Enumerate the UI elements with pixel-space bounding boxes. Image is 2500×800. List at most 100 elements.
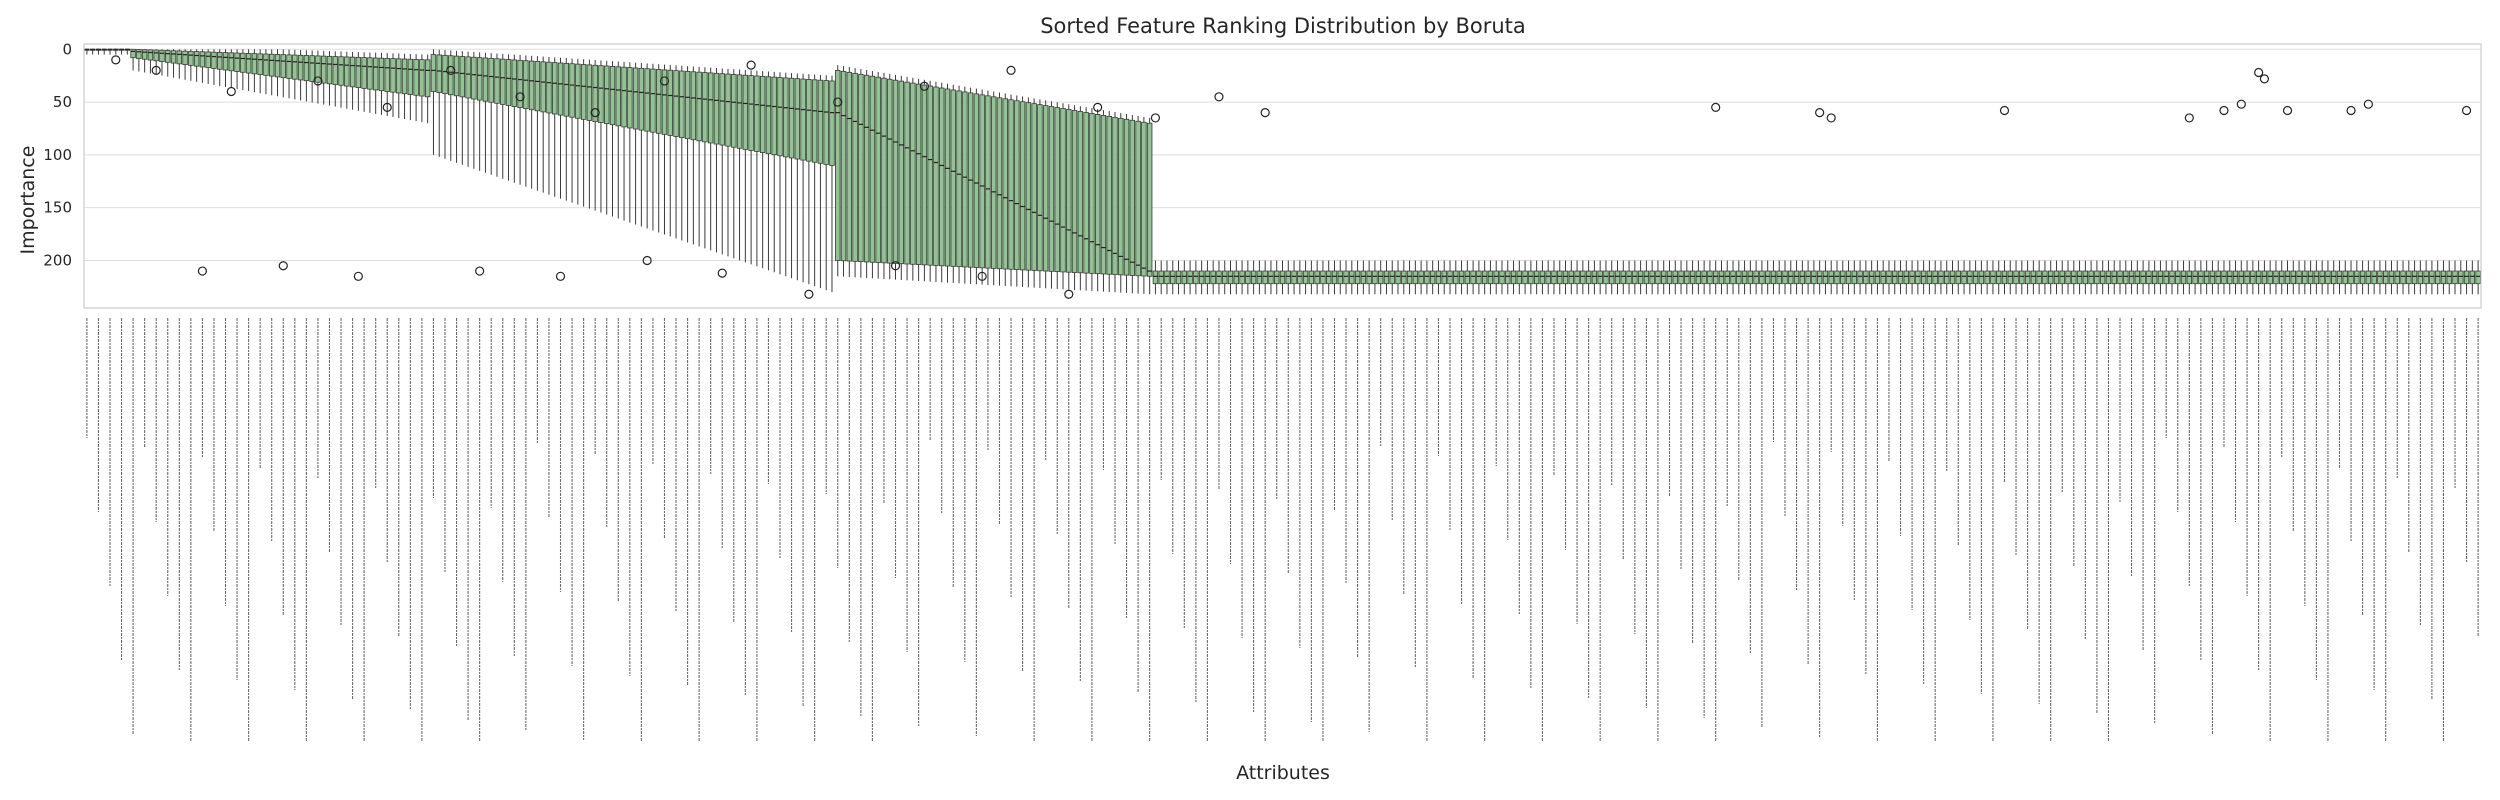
box: [575, 63, 581, 119]
box: [725, 73, 731, 147]
box: [1470, 270, 1476, 285]
box: [1510, 270, 1517, 285]
box: [1395, 270, 1401, 285]
box: [2076, 270, 2083, 285]
box: [1632, 270, 1638, 285]
box: [2469, 270, 2476, 285]
box: [546, 61, 552, 114]
box: [2209, 270, 2216, 285]
box: [1886, 270, 1892, 285]
box: [933, 86, 939, 266]
box: [1574, 270, 1580, 285]
box: [1435, 270, 1442, 285]
box: [419, 59, 425, 97]
box: [2123, 270, 2129, 285]
box: [615, 66, 621, 127]
box: [1568, 270, 1575, 285]
box: [2406, 270, 2412, 285]
box: [950, 89, 956, 267]
box: [1828, 270, 1834, 285]
outlier-point: [515, 92, 525, 102]
box: [540, 61, 546, 113]
box: [245, 53, 252, 74]
box: [436, 54, 442, 93]
box: [1580, 270, 1586, 285]
box: [2007, 270, 2013, 285]
box: [442, 54, 448, 95]
box: [309, 55, 315, 82]
box: [2192, 270, 2198, 285]
box: [1210, 270, 1216, 285]
box: [858, 73, 864, 263]
box: [1805, 270, 1811, 285]
box: [1689, 270, 1696, 285]
box: [2146, 270, 2152, 285]
box: [1129, 119, 1136, 276]
box: [1978, 270, 1985, 285]
box: [1487, 270, 1494, 285]
outlier-point: [197, 266, 208, 276]
outlier-point: [1815, 108, 1825, 118]
outlier-point: [746, 60, 756, 70]
box: [1840, 270, 1846, 285]
box: [910, 82, 916, 265]
box: [1389, 270, 1395, 285]
box: [973, 93, 980, 268]
box: [1505, 270, 1511, 285]
box: [1557, 270, 1563, 285]
box: [269, 53, 275, 77]
box: [2319, 270, 2325, 285]
outlier-point: [717, 268, 727, 278]
box: [811, 79, 818, 163]
box: [1372, 270, 1378, 285]
box: [1337, 270, 1343, 285]
box: [1845, 270, 1852, 285]
outlier-point: [1711, 102, 1721, 112]
outlier-point: [2346, 105, 2356, 116]
box: [1660, 270, 1667, 285]
box: [2042, 270, 2048, 285]
y-tick-label: 100: [43, 146, 72, 164]
box: [1198, 270, 1205, 285]
box: [1071, 110, 1078, 273]
box: [2307, 270, 2314, 285]
outlier-point: [2259, 74, 2270, 84]
box: [2250, 270, 2256, 285]
box: [1897, 270, 1904, 285]
box: [557, 62, 564, 116]
box: [2186, 270, 2193, 285]
box: [303, 55, 310, 82]
box: [2377, 270, 2383, 285]
box: [1972, 270, 1979, 285]
box: [182, 50, 188, 66]
box: [523, 60, 529, 110]
box: [1054, 107, 1060, 273]
box: [482, 57, 489, 102]
box: [1297, 270, 1303, 285]
box: [153, 49, 159, 62]
box: [1406, 270, 1413, 285]
box: [390, 58, 396, 93]
box: [2342, 270, 2348, 285]
box: [1522, 270, 1528, 285]
box: [2030, 270, 2037, 285]
box: [829, 80, 835, 166]
box: [1100, 114, 1107, 275]
box: [1834, 270, 1840, 285]
box: [459, 56, 466, 98]
box: [1481, 270, 1488, 285]
box: [1118, 117, 1124, 276]
box: [1170, 270, 1176, 285]
box: [2065, 270, 2071, 285]
box: [939, 87, 945, 267]
box: [130, 48, 136, 59]
box: [736, 74, 743, 149]
box: [1123, 118, 1130, 276]
outlier-point: [1093, 102, 1103, 112]
box: [1146, 122, 1153, 277]
box: [240, 52, 246, 73]
box: [2440, 270, 2447, 285]
box: [1516, 270, 1523, 285]
box: [742, 74, 749, 150]
